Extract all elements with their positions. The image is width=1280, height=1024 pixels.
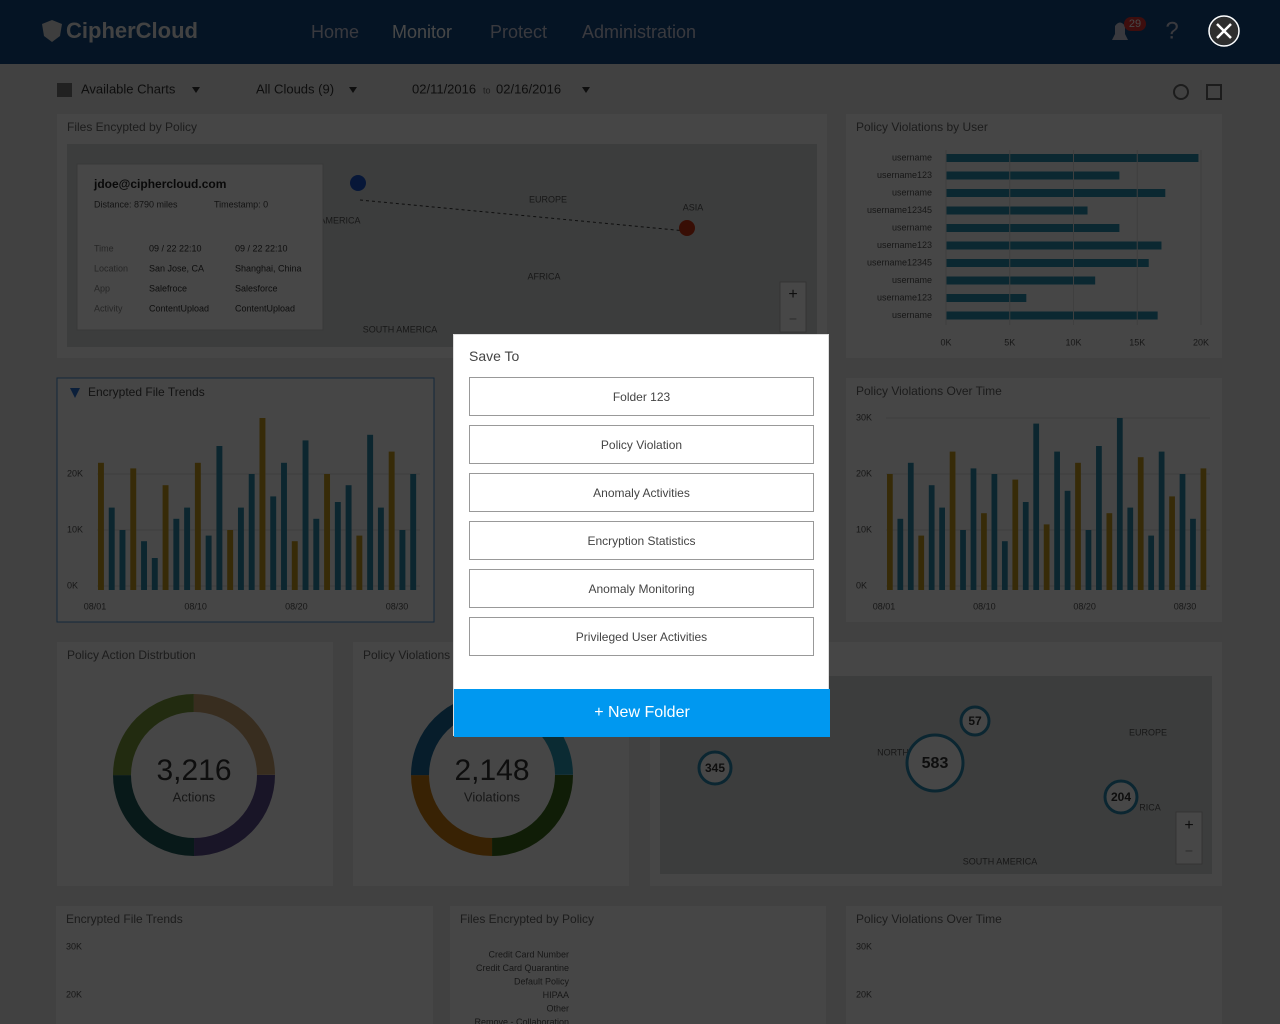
folder-option[interactable]: Anomaly Monitoring: [469, 569, 814, 608]
dialog-title: Save To: [469, 348, 520, 364]
folder-option[interactable]: Policy Violation: [469, 425, 814, 464]
close-icon: [1216, 23, 1232, 39]
new-folder-button[interactable]: + New Folder: [454, 689, 830, 737]
folder-option[interactable]: Privileged User Activities: [469, 617, 814, 656]
save-to-dialog: Save To + New Folder Folder 123 Policy Vi…: [453, 334, 830, 737]
folder-option[interactable]: Encryption Statistics: [469, 521, 814, 560]
folder-option[interactable]: Anomaly Activities: [469, 473, 814, 512]
folder-option[interactable]: Folder 123: [469, 377, 814, 416]
